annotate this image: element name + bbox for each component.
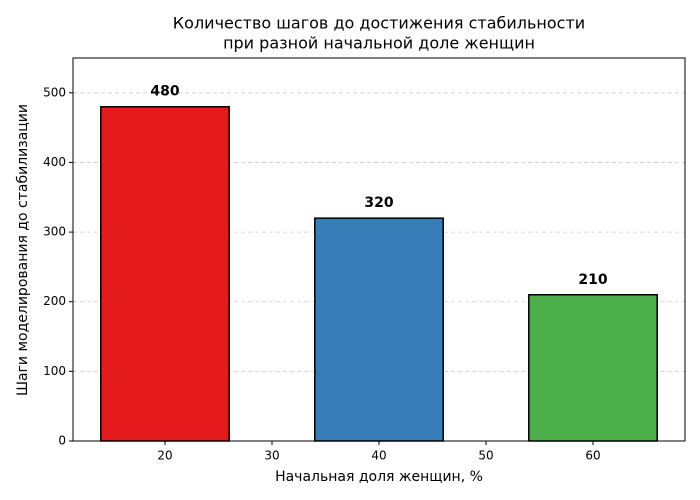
x-tick-label: 60: [585, 449, 600, 463]
y-tick-label: 0: [58, 434, 66, 448]
value-label: 210: [578, 272, 607, 288]
y-tick-label: 100: [43, 364, 66, 378]
value-label: 480: [150, 84, 179, 100]
y-axis-label: Шаги моделирования до стабилизации: [15, 104, 31, 396]
y-tick-label: 300: [43, 225, 66, 239]
chart-title: при разной начальной доле женщин: [223, 34, 535, 53]
y-tick-label: 400: [43, 155, 66, 169]
bar: [528, 294, 658, 442]
chart-title: Количество шагов до достижения стабильно…: [173, 14, 585, 33]
x-axis-label: Начальная доля женщин, %: [275, 469, 483, 485]
bar: [314, 217, 444, 442]
bar: [100, 105, 230, 442]
y-tick-label: 200: [43, 294, 66, 308]
x-tick-label: 40: [371, 449, 386, 463]
x-tick-label: 30: [264, 449, 279, 463]
value-label: 320: [364, 195, 393, 211]
y-tick-label: 500: [43, 85, 66, 99]
x-tick-label: 50: [478, 449, 493, 463]
plot-frame: [72, 57, 686, 442]
x-tick-label: 20: [157, 449, 172, 463]
